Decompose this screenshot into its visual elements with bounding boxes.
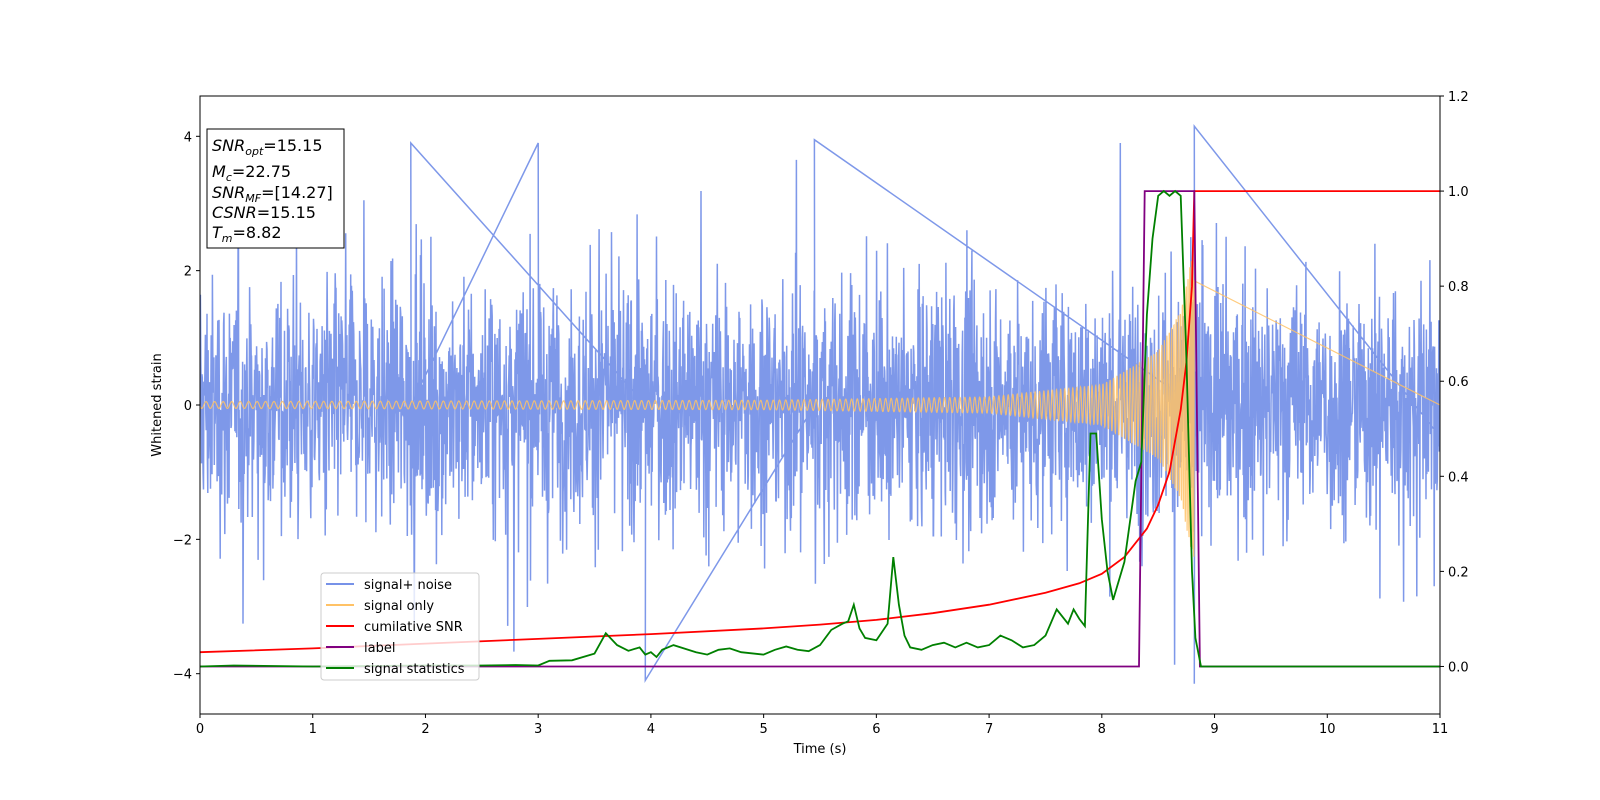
series-signal-only	[200, 250, 1440, 557]
x-tick-label: 7	[985, 722, 993, 737]
legend-frame	[320, 572, 480, 681]
y2-tick-label: 1.2	[1448, 90, 1469, 105]
y2-tick-label: 1.0	[1448, 185, 1469, 200]
legend-label-signal-only: signal only	[364, 599, 434, 614]
x-tick-label: 2	[421, 722, 429, 737]
info-tm: Tm=8.82	[212, 223, 282, 245]
y2-tick-label: 0.0	[1448, 660, 1469, 675]
y2-tick-label: 0.6	[1448, 375, 1469, 390]
x-axis-label: Time (s)	[793, 742, 847, 757]
y-tick-label: −2	[173, 533, 192, 548]
x-tick-label: 8	[1098, 722, 1106, 737]
y2-tick-label: 0.8	[1448, 280, 1469, 295]
y2-tick-label: 0.2	[1448, 565, 1469, 580]
y-tick-label: 4	[184, 130, 192, 145]
info-snr-mf: SNRMF=[14.27]	[212, 183, 333, 205]
info-box-frame	[206, 128, 345, 249]
info-box: SNRopt=15.15 Mc=22.75 SNRMF=[14.27] CSNR…	[206, 128, 345, 249]
legend-label-cumulative-snr: cumilative SNR	[364, 620, 463, 635]
info-snr-opt: SNRopt=15.15	[212, 136, 323, 158]
x-tick-label: 1	[309, 722, 317, 737]
x-tick-label: 5	[759, 722, 767, 737]
legend-label-signal-noise: signal+ noise	[364, 578, 452, 593]
x-tick-label: 11	[1432, 722, 1449, 737]
series-signal-noise	[200, 124, 1440, 684]
series-signal-statistics	[200, 189, 1440, 668]
x-axis: 0 1 2 3 4 5 6 7 8 9 10 11	[196, 714, 1448, 737]
info-csnr: CSNR=15.15	[212, 203, 316, 222]
y-axis-label: Whitened strain	[150, 353, 165, 456]
info-mc: Mc=22.75	[212, 162, 291, 184]
series-layer	[200, 124, 1440, 684]
legend-label-signal-statistics: signal statistics	[364, 662, 465, 677]
y2-axis: 0.0 0.2 0.4 0.6 0.8 1.0 1.2	[1440, 90, 1469, 675]
y-tick-label: 2	[184, 265, 192, 280]
x-tick-label: 4	[647, 722, 655, 737]
legend: signal+ noise signal only cumilative SNR…	[320, 572, 480, 681]
y-tick-label: −4	[173, 668, 192, 683]
x-tick-label: 6	[872, 722, 880, 737]
y-axis: −4 −2 0 2 4	[173, 130, 200, 683]
x-tick-label: 0	[196, 722, 204, 737]
legend-label-label: label	[364, 641, 395, 656]
y2-tick-label: 0.4	[1448, 470, 1469, 485]
x-tick-label: 10	[1319, 722, 1336, 737]
y-tick-label: 0	[184, 399, 192, 414]
x-tick-label: 3	[534, 722, 542, 737]
series-cumilative-snr	[200, 190, 1440, 654]
x-tick-label: 9	[1210, 722, 1218, 737]
